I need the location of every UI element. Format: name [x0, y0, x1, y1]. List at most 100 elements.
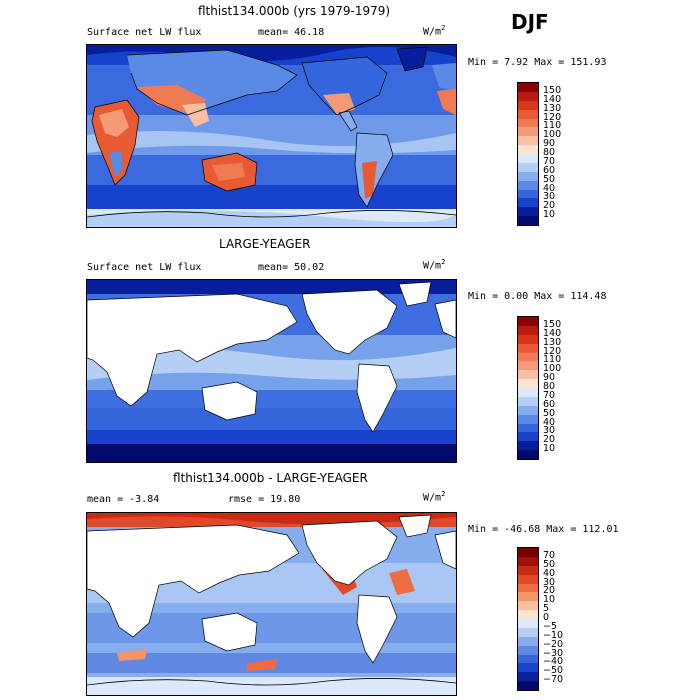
colorbar-tick-label: 140 [543, 327, 562, 339]
colorbar-swatch [518, 441, 538, 451]
colorbar-tick-label: −30 [543, 647, 564, 659]
colorbar-swatch [518, 645, 538, 655]
colorbar-tick-label: −5 [543, 620, 558, 632]
colorbar-tick-label: 40 [543, 567, 556, 579]
colorbar-swatch [518, 216, 538, 225]
colorbar-swatch [518, 663, 538, 673]
colorbar-swatch [518, 136, 538, 146]
colorbar-swatch [518, 396, 538, 406]
colorbar-tick-label: 70 [543, 155, 556, 167]
colorbar-swatch [518, 162, 538, 172]
panel3-units: W/m2 [423, 490, 446, 504]
colorbar-swatch [518, 118, 538, 128]
colorbar-tick-label: 130 [543, 336, 562, 348]
colorbar-swatch [518, 388, 538, 397]
colorbar-tick-label: −70 [543, 674, 564, 686]
colorbar-swatch [518, 154, 538, 163]
colorbar-tick-label: 50 [543, 407, 556, 419]
colorbar-swatch [518, 379, 538, 388]
panel3-title: flthist134.000b - LARGE-YEAGER [173, 471, 368, 485]
panel1-title: flthist134.000b (yrs 1979-1979) [198, 4, 391, 18]
panel2-units: W/m2 [423, 258, 446, 272]
colorbar-swatch [518, 610, 538, 619]
colorbar-swatch [518, 109, 538, 119]
colorbar-tick-label: 110 [543, 120, 562, 132]
colorbar-swatch [518, 592, 538, 602]
colorbar-tick-label: −40 [543, 656, 564, 668]
panel3-mean: mean = -3.84 [87, 494, 160, 505]
colorbar-swatch [518, 432, 538, 442]
colorbar-swatch [518, 171, 538, 181]
colorbar-swatch [518, 574, 538, 584]
colorbar-tick-label: 120 [543, 111, 562, 123]
colorbar-swatch [518, 450, 538, 459]
colorbar-tick-label: 30 [543, 576, 556, 588]
colorbar-swatch [518, 672, 538, 682]
colorbar-swatch [518, 414, 538, 424]
panel2-minmax: Min = 0.00 Max = 114.48 [468, 291, 607, 302]
colorbar-tick-label: 10 [543, 594, 556, 606]
colorbar-tick-label: 5 [543, 603, 550, 615]
colorbar-tick-label: 60 [543, 164, 556, 176]
colorbar-swatch [518, 189, 538, 199]
season-label: DJF [511, 10, 549, 34]
colorbar-swatch [518, 352, 538, 362]
colorbar-tick-label: 50 [543, 173, 556, 185]
colorbar-swatch [518, 180, 538, 190]
panel3-map [86, 512, 457, 696]
colorbar-tick-label: −10 [543, 629, 564, 641]
panel2-map [86, 279, 457, 463]
colorbar-tick-label: 100 [543, 129, 562, 141]
colorbar-tick-label: 60 [543, 398, 556, 410]
colorbar-tick-label: 110 [543, 354, 562, 366]
colorbar-tick-label: 90 [543, 372, 556, 384]
colorbar-swatch [518, 207, 538, 217]
colorbar-swatch [518, 91, 538, 101]
colorbar-tick-label: 20 [543, 434, 556, 446]
panel1-minmax: Min = 7.92 Max = 151.93 [468, 57, 607, 68]
colorbar-tick-label: 100 [543, 363, 562, 375]
panel1-units: W/m2 [423, 24, 446, 38]
colorbar-tick-label: 40 [543, 416, 556, 428]
colorbar-swatch [518, 627, 538, 637]
colorbar-swatch [518, 681, 538, 690]
colorbar-tick-label: 30 [543, 425, 556, 437]
colorbar-swatch [518, 370, 538, 380]
colorbar-swatch [518, 654, 538, 664]
colorbar-swatch [518, 83, 538, 92]
colorbar-tick-label: 10 [543, 209, 556, 221]
colorbar-tick-label: 80 [543, 147, 556, 158]
colorbar-swatch [518, 423, 538, 433]
colorbar-swatch [518, 405, 538, 415]
colorbar-swatch [518, 636, 538, 646]
panel3-map-field [87, 513, 456, 695]
panel3-minmax: Min = -46.68 Max = 112.01 [468, 524, 619, 535]
panel3-rmse: rmse = 19.80 [228, 494, 301, 505]
colorbar-tick-label: 50 [543, 558, 556, 570]
colorbar-tick-label: 150 [543, 84, 562, 96]
colorbar-tick-label: 10 [543, 443, 556, 455]
colorbar-tick-label: 0 [543, 612, 550, 623]
colorbar-tick-label: 30 [543, 191, 556, 203]
panel1-map-field [87, 45, 456, 227]
colorbar-swatch [518, 343, 538, 353]
colorbar-swatch [518, 583, 538, 593]
colorbar-swatch [518, 198, 538, 208]
panel2-colorbar-swatches [517, 316, 539, 460]
colorbar-swatch [518, 619, 538, 628]
colorbar-tick-label: 120 [543, 345, 562, 357]
panel1-map [86, 44, 457, 228]
colorbar-swatch [518, 556, 538, 566]
colorbar-tick-label: 20 [543, 585, 556, 597]
colorbar-swatch [518, 145, 538, 154]
colorbar-tick-label: 80 [543, 381, 556, 392]
colorbar-swatch [518, 548, 538, 557]
colorbar-swatch [518, 100, 538, 110]
colorbar-swatch [518, 565, 538, 575]
panel1-colorbar-swatches [517, 82, 539, 226]
colorbar-swatch [518, 334, 538, 344]
colorbar-swatch [518, 317, 538, 326]
panel2-variable-label: Surface net LW flux [87, 262, 202, 273]
colorbar-tick-label: 140 [543, 93, 562, 105]
panel2-map-field [87, 280, 456, 462]
